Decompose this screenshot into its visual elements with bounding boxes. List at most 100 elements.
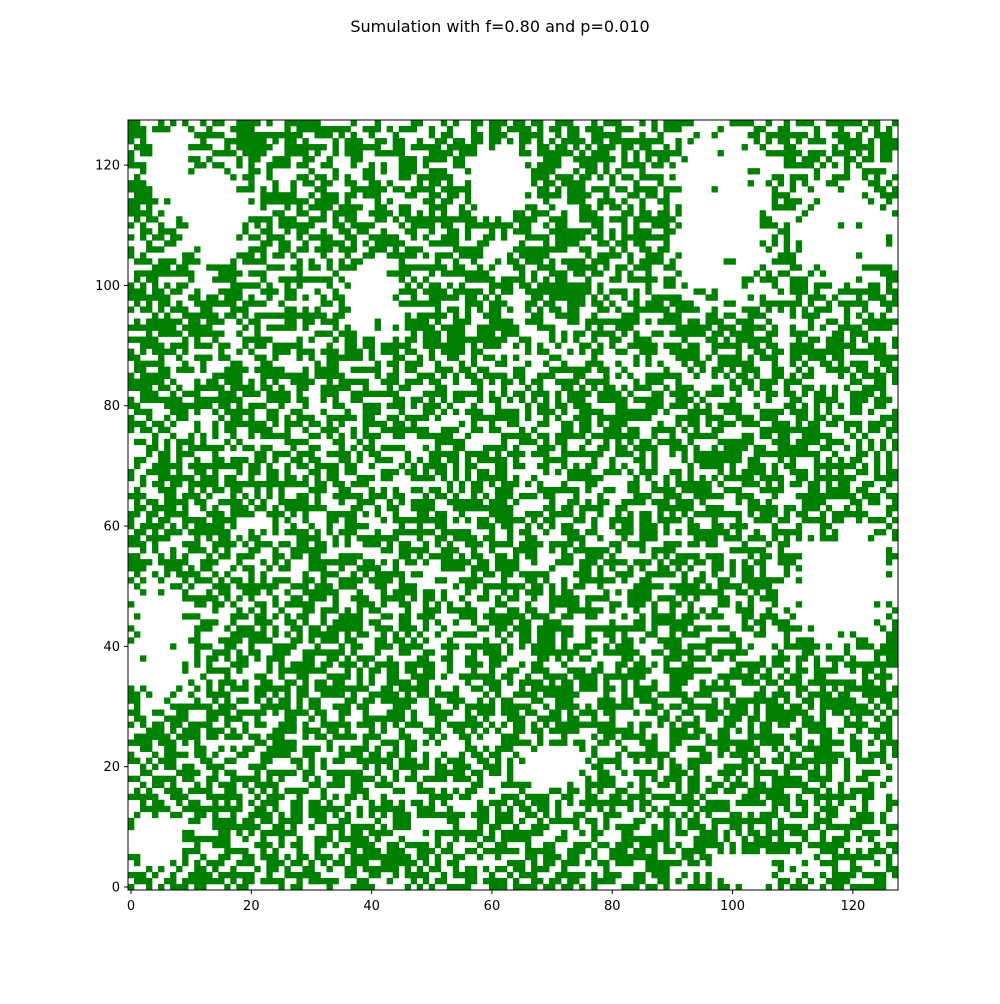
tree-cell [392,721,400,728]
tree-cell [476,553,484,560]
tree-cell [561,529,568,536]
tree-cell [759,697,766,704]
tree-cell [230,787,237,795]
tree-cell [302,709,309,716]
tree-cell [837,751,845,758]
tree-cell [320,877,327,885]
tree-cell [380,811,387,819]
tree-cell [537,715,544,722]
tree-cell [789,757,797,764]
tree-cell [224,517,231,524]
tree-cell [861,462,869,470]
tree-cell [398,589,406,596]
tree-cell [735,498,742,506]
tree-cell [591,559,598,566]
tree-cell [134,709,141,716]
tree-cell [302,450,309,458]
tree-cell [422,841,430,849]
tree-cell [338,823,345,831]
tree-cell [350,865,357,873]
tree-cell [537,727,544,734]
tree-cell [555,691,562,698]
tree-cell [422,775,430,783]
tree-cell [795,685,803,692]
tree-cell [777,721,785,728]
tree-cell [597,492,604,500]
tree-cell [711,829,718,837]
tree-cell [789,703,797,710]
tree-cell [182,595,189,602]
tree-cell [705,859,712,867]
tree-cell [410,517,418,524]
tree-cell [350,781,357,789]
tree-cell [128,751,135,758]
tree-cell [717,805,724,813]
tree-cell [801,871,809,879]
tree-cell [519,859,526,867]
tree-cell [242,685,249,692]
tree-cell [567,721,574,728]
tree-cell [380,799,387,807]
tree-cell [717,462,724,470]
tree-cell [344,673,351,680]
tree-cell [729,444,736,452]
tree-cell [891,492,899,500]
tree-cell [537,649,544,656]
tree-cell [621,679,628,686]
tree-cell [675,619,682,626]
tree-cell [777,865,785,873]
tree-cell [717,589,724,596]
tree-cell [513,625,520,632]
tree-cell [476,595,484,602]
tree-cell [567,847,574,855]
tree-cell [458,721,466,728]
tree-cell [176,793,183,801]
tree-cell [681,619,688,626]
tree-cell [795,709,803,716]
tree-cell [753,799,760,807]
tree-cell [771,577,778,584]
tree-cell [567,709,574,716]
tree-cell [188,450,195,458]
tree-cell [885,763,893,770]
tree-cell [597,577,604,584]
tree-cell [374,667,381,674]
tree-cell [422,444,430,452]
tree-cell [651,805,658,813]
tree-cell [296,763,303,770]
tree-cell [555,655,562,662]
tree-cell [513,444,520,452]
tree-cell [218,835,225,843]
tree-cell [302,438,309,446]
tree-cell [585,805,592,813]
tree-cell [290,444,297,452]
tree-cell [783,607,791,614]
tree-cell [837,456,845,464]
tree-cell [278,685,285,692]
tree-cell [368,486,375,494]
tree-cell [248,823,255,831]
tree-cell [236,468,243,476]
tree-cell [506,432,514,440]
tree-cell [296,787,303,795]
tree-cell [819,703,827,710]
tree-cell [855,661,863,668]
tree-cell [356,613,363,620]
tree-cell [681,577,688,584]
tree-cell [170,859,177,867]
tree-cell [633,817,640,825]
tree-cell [531,517,538,524]
tree-cell [170,877,177,885]
tree-cell [777,625,785,632]
tree-cell [212,523,219,530]
tree-cell [561,733,568,740]
tree-cell [350,691,357,698]
tree-cell [513,667,520,674]
tree-cell [476,853,484,861]
tree-cell [284,751,291,758]
tree-cell [675,517,682,524]
tree-cell [188,787,195,795]
tree-cell [549,601,556,608]
tree-cell [711,781,718,789]
tree-cell [741,817,748,825]
